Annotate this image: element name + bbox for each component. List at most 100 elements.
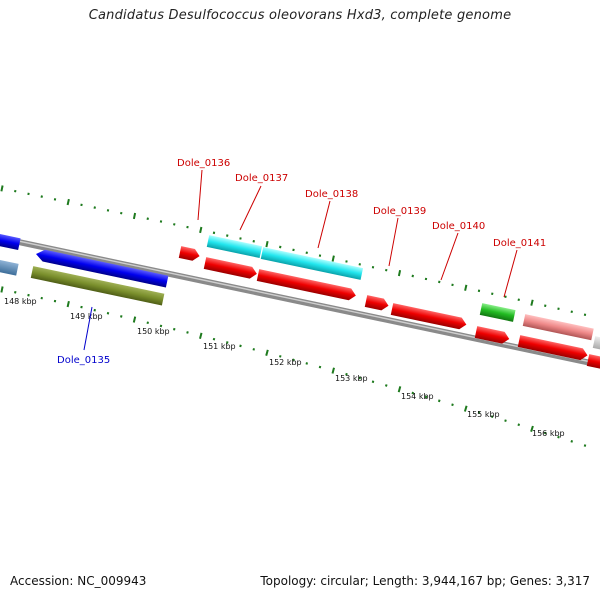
gene-gray[interactable] bbox=[592, 336, 600, 352]
gene-red-dole-0137[interactable] bbox=[203, 257, 258, 280]
inner-tick-mark bbox=[517, 423, 521, 427]
inner-tick-mark bbox=[93, 308, 96, 312]
gene-red-dole-0138[interactable] bbox=[256, 269, 357, 301]
gene-steelblue[interactable] bbox=[0, 258, 19, 276]
outer-tick-mark bbox=[120, 211, 123, 215]
gene-red-small[interactable] bbox=[178, 246, 201, 262]
inner-tick-track bbox=[0, 286, 587, 447]
gene-blue-reverse[interactable] bbox=[35, 248, 169, 288]
leader-line-dole-0138 bbox=[317, 200, 331, 249]
accession-text: Accession: NC_009943 bbox=[10, 574, 147, 588]
gene-olive-dole-0135[interactable] bbox=[30, 266, 165, 306]
genome-summary-text: Topology: circular; Length: 3,944,167 bp… bbox=[260, 574, 590, 588]
gene-red-dole-0140[interactable] bbox=[390, 303, 468, 330]
gene-cyan-1[interactable] bbox=[206, 235, 263, 259]
scale-label: 151 kbp bbox=[203, 342, 236, 351]
outer-tick-mark bbox=[199, 226, 203, 234]
locus-label-dole-0139: Dole_0139 bbox=[373, 206, 426, 217]
inner-tick-mark bbox=[424, 395, 428, 399]
outer-tick-mark bbox=[358, 263, 361, 266]
outer-tick-mark bbox=[173, 223, 176, 226]
inner-tick-mark bbox=[358, 376, 361, 380]
inner-tick-mark bbox=[146, 321, 149, 325]
scale-label: 153 kbp bbox=[335, 374, 368, 383]
inner-tick-mark bbox=[318, 365, 322, 369]
gene-red-long-right[interactable] bbox=[517, 335, 589, 361]
inner-tick-mark bbox=[331, 367, 335, 374]
inner-tick-mark bbox=[159, 324, 163, 328]
leader-line-dole-0136 bbox=[197, 169, 203, 221]
locus-label-dole-0141: Dole_0141 bbox=[493, 238, 546, 249]
scale-label: 156 kbp bbox=[532, 429, 565, 438]
inner-tick-mark bbox=[490, 415, 494, 419]
scale-label: 155 kbp bbox=[467, 410, 500, 419]
scale-label: 148 kbp bbox=[4, 297, 37, 306]
outer-tick-track bbox=[0, 185, 587, 316]
genome-backbone bbox=[0, 235, 600, 368]
inner-tick-mark bbox=[463, 405, 468, 412]
gene-blue-forward-left[interactable] bbox=[0, 232, 21, 251]
gene-red-dole-0139[interactable] bbox=[364, 295, 390, 311]
inner-tick-mark bbox=[239, 344, 242, 348]
inner-tick-mark bbox=[14, 290, 17, 294]
inner-tick-mark bbox=[345, 372, 348, 376]
outer-tick-mark bbox=[146, 217, 149, 221]
inner-tick-mark bbox=[0, 286, 4, 293]
scale-label: 154 kbp bbox=[401, 392, 434, 401]
inner-tick-mark bbox=[120, 315, 123, 318]
inner-tick-mark bbox=[543, 431, 547, 435]
inner-tick-mark bbox=[384, 384, 388, 387]
inner-tick-mark bbox=[40, 296, 43, 300]
inner-tick-mark bbox=[265, 349, 269, 356]
leader-line-dole-0139 bbox=[388, 217, 399, 267]
inner-tick-mark bbox=[212, 337, 216, 341]
inner-tick-mark bbox=[437, 399, 441, 403]
inner-tick-mark bbox=[186, 331, 189, 334]
outer-tick-mark bbox=[464, 284, 468, 291]
inner-tick-mark bbox=[371, 380, 375, 384]
inner-tick-mark bbox=[106, 311, 110, 315]
inner-tick-mark bbox=[530, 425, 534, 433]
inner-tick-mark bbox=[132, 316, 137, 323]
inner-tick-mark bbox=[279, 355, 282, 358]
gene-green[interactable] bbox=[479, 303, 516, 322]
outer-tick-mark bbox=[530, 299, 534, 306]
inner-tick-mark bbox=[66, 300, 70, 308]
inner-tick-mark bbox=[292, 358, 295, 362]
inner-tick-mark bbox=[226, 341, 229, 344]
leader-line-dole-0140 bbox=[440, 232, 459, 281]
gene-cyan-2[interactable] bbox=[260, 247, 364, 280]
page-title: Candidatus Desulfococcus oleovorans Hxd3… bbox=[88, 8, 512, 23]
inner-tick-mark bbox=[305, 362, 308, 365]
locus-label-dole-0140: Dole_0140 bbox=[432, 221, 485, 232]
leader-line-dole-0135 bbox=[83, 306, 93, 351]
inner-tick-mark bbox=[252, 348, 255, 351]
inner-tick-mark bbox=[411, 391, 415, 395]
outer-tick-mark bbox=[93, 206, 96, 209]
outer-tick-mark bbox=[14, 189, 17, 193]
outer-tick-mark bbox=[331, 255, 335, 262]
outer-tick-mark bbox=[279, 245, 282, 249]
leader-line-dole-0141 bbox=[503, 249, 518, 298]
inner-tick-mark bbox=[451, 403, 454, 407]
outer-tick-mark bbox=[570, 310, 573, 314]
inner-tick-mark bbox=[397, 386, 402, 393]
inner-tick-mark bbox=[557, 435, 560, 439]
outer-tick-mark bbox=[491, 292, 494, 296]
outer-tick-mark bbox=[252, 239, 255, 243]
inner-tick-mark bbox=[570, 439, 574, 443]
outer-tick-mark bbox=[0, 185, 4, 192]
inner-tick-mark bbox=[583, 444, 587, 447]
gene-red-dole-0141[interactable] bbox=[474, 326, 511, 345]
locus-label-dole-0136: Dole_0136 bbox=[177, 158, 230, 169]
leader-line-dole-0137 bbox=[239, 185, 262, 231]
outer-tick-mark bbox=[385, 268, 388, 272]
outer-tick-mark bbox=[544, 304, 547, 308]
locus-label-dole-0135: Dole_0135 bbox=[57, 355, 110, 366]
inner-tick-mark bbox=[477, 411, 481, 414]
outer-tick-mark bbox=[132, 212, 137, 220]
gene-red-edge[interactable] bbox=[586, 354, 600, 370]
gene-pink[interactable] bbox=[522, 314, 594, 341]
scale-label: 152 kbp bbox=[269, 358, 302, 367]
